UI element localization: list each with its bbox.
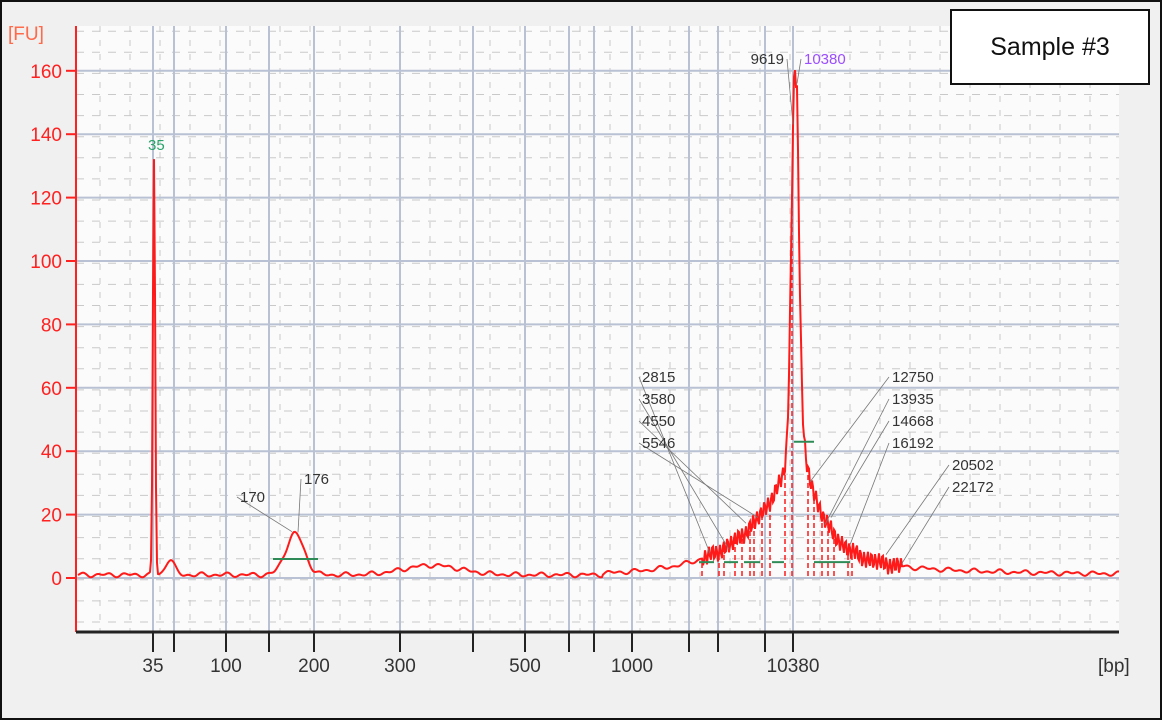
y-tick-label: 160 bbox=[30, 62, 62, 83]
peak-label-leader bbox=[809, 376, 890, 483]
peak-label-leader bbox=[236, 496, 293, 533]
sample-label: Sample #3 bbox=[990, 32, 1110, 61]
peak-label: 10380 bbox=[804, 51, 846, 68]
x-axis-label: [bp] bbox=[1098, 656, 1130, 677]
y-tick-label: 80 bbox=[41, 315, 62, 336]
peak-label-leader bbox=[297, 478, 302, 533]
peak-label: 12750 bbox=[892, 369, 934, 386]
plot-area bbox=[76, 26, 1119, 632]
peak-label-leader bbox=[638, 420, 747, 524]
y-axis-label: [FU] bbox=[8, 24, 44, 45]
x-tick-label: 500 bbox=[509, 656, 541, 677]
peak-label: 2815 bbox=[642, 369, 675, 386]
peak-label-leader bbox=[796, 58, 802, 84]
y-tick-label: 40 bbox=[41, 442, 62, 463]
peak-label-leader bbox=[638, 442, 759, 518]
y-tick-label: 100 bbox=[30, 252, 62, 273]
peak-label: 176 bbox=[304, 471, 329, 488]
x-tick-label: 10380 bbox=[767, 656, 820, 677]
peak-label-leader bbox=[830, 420, 890, 518]
peak-label: 22172 bbox=[952, 479, 994, 496]
peak-label-leader bbox=[786, 58, 794, 125]
peak-label-leader bbox=[849, 442, 890, 545]
peak-label: 35 bbox=[148, 137, 165, 154]
peak-label: 5546 bbox=[642, 435, 675, 452]
x-tick-label: 200 bbox=[298, 656, 330, 677]
x-tick-label: 1000 bbox=[611, 656, 653, 677]
y-tick-label: 20 bbox=[41, 506, 62, 527]
x-tick-label: 300 bbox=[384, 656, 416, 677]
peak-label: 13935 bbox=[892, 391, 934, 408]
y-tick-label: 140 bbox=[30, 125, 62, 146]
peak-label-leader bbox=[824, 398, 890, 525]
x-tick-label: 100 bbox=[210, 656, 242, 677]
trace-line bbox=[77, 70, 1120, 579]
sample-label-box: Sample #3 bbox=[950, 9, 1150, 85]
peak-label-leader bbox=[638, 398, 730, 550]
x-tick-label: 35 bbox=[142, 656, 163, 677]
peak-label: 20502 bbox=[952, 457, 994, 474]
peak-label-leader bbox=[901, 486, 950, 564]
peak-label: 14668 bbox=[892, 413, 934, 430]
peak-label: 170 bbox=[240, 489, 265, 506]
y-tick-label: 60 bbox=[41, 379, 62, 400]
peak-label: 9619 bbox=[751, 51, 784, 68]
peak-label: 4550 bbox=[642, 413, 675, 430]
y-tick-label: 120 bbox=[30, 189, 62, 210]
peak-label-leader bbox=[885, 464, 950, 555]
peak-label: 16192 bbox=[892, 435, 934, 452]
peak-label: 3580 bbox=[642, 391, 675, 408]
y-tick-label: 0 bbox=[51, 569, 62, 590]
